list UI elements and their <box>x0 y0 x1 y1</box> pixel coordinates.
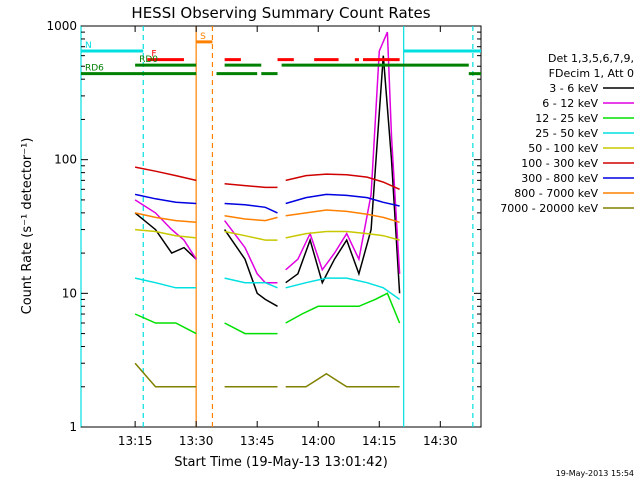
axes: 13:15 13:30 13:45 14:00 14:15 14:30 1 10 100 1000 <box>46 19 481 448</box>
x-axis-label: Start Time (19-May-13 13:01:42) <box>174 455 388 470</box>
series-line-800-7000-kev-segment-2 <box>285 209 400 224</box>
legend-label-3-6-kev: 3 - 6 keV <box>549 82 598 95</box>
y-axis-label: Count Rate (s⁻¹ detector⁻¹) <box>20 138 35 315</box>
annotation-bar-label-f: F <box>151 50 156 60</box>
legend-item-3-6-kev: 3 - 6 keV <box>549 82 634 95</box>
series-line-6-12-kev-segment-1 <box>224 220 278 284</box>
x-tick-label-14-15: 14:15 <box>362 434 397 448</box>
footer-date: 19-May-2013 15:54 <box>556 469 634 478</box>
plot-area <box>80 25 482 428</box>
legend: Det 1,3,5,6,7,9, FDecim 1, Att 0 3 - 6 k… <box>500 52 634 215</box>
legend-item-6-12-kev: 6 - 12 keV <box>542 97 634 110</box>
series-line-6-12-kev-segment-2 <box>285 31 401 274</box>
legend-item-300-800-kev: 300 - 800 keV <box>521 172 634 185</box>
legend-label-25-50-kev: 25 - 50 keV <box>535 127 598 140</box>
series-line-300-800-kev-segment-1 <box>224 202 278 214</box>
legend-label-50-100-kev: 50 - 100 keV <box>528 142 598 155</box>
annotation-bar-f: F <box>147 50 400 62</box>
legend-header-line-2: FDecim 1, Att 0 <box>549 67 634 80</box>
series-line-50-100-kev-segment-2 <box>285 230 400 241</box>
series-3-6-kev <box>134 55 401 307</box>
legend-item-800-7000-kev: 800 - 7000 keV <box>514 187 634 200</box>
legend-label-12-25-kev: 12 - 25 keV <box>535 112 598 125</box>
legend-label-7000-20000-kev: 7000 - 20000 keV <box>500 202 598 215</box>
y-tick-label-10: 10 <box>62 286 77 300</box>
annotation-bar-s: S <box>196 32 213 44</box>
legend-label-800-7000-kev: 800 - 7000 keV <box>514 187 598 200</box>
series-line-12-25-kev-segment-1 <box>224 322 278 335</box>
series-800-7000-kev <box>134 209 400 224</box>
y-tick-label-1000: 1000 <box>46 19 77 33</box>
series-line-3-6-kev-segment-2 <box>285 55 401 294</box>
legend-item-50-100-kev: 50 - 100 keV <box>528 142 634 155</box>
legend-label-300-800-kev: 300 - 800 keV <box>521 172 598 185</box>
series-line-50-100-kev-segment-1 <box>224 230 278 241</box>
annotation-bar-label-s: S <box>200 32 206 42</box>
series-100-300-kev <box>134 166 400 190</box>
series-300-800-kev <box>134 193 400 214</box>
series-line-12-25-kev-segment-0 <box>134 313 197 335</box>
series-line-800-7000-kev-segment-0 <box>134 212 197 224</box>
series-line-50-100-kev-segment-0 <box>135 228 197 239</box>
series-line-300-800-kev-segment-0 <box>134 193 197 205</box>
series-line-3-6-kev-segment-1 <box>223 229 278 307</box>
series-line-800-7000-kev-segment-1 <box>224 215 278 222</box>
x-tick-label-14-00: 14:00 <box>301 434 336 448</box>
time-markers <box>80 26 474 427</box>
series-line-12-25-kev-segment-2 <box>285 292 401 324</box>
series-line-100-300-kev-segment-1 <box>224 183 278 189</box>
series-line-100-300-kev-segment-0 <box>134 166 197 182</box>
series-line-25-50-kev-segment-2 <box>285 277 401 301</box>
x-tick-label-13-45: 13:45 <box>240 434 275 448</box>
series-line-3-6-kev-segment-0 <box>134 212 197 260</box>
legend-header-line-1: Det 1,3,5,6,7,9, <box>548 52 634 65</box>
series-line-300-800-kev-segment-2 <box>285 193 400 207</box>
series-50-100-kev <box>135 228 400 241</box>
legend-item-7000-20000-kev: 7000 - 20000 keV <box>500 202 634 215</box>
x-tick-label-13-15: 13:15 <box>118 434 153 448</box>
legend-label-100-300-kev: 100 - 300 keV <box>521 157 598 170</box>
annotation-bar-n: N <box>81 41 481 53</box>
annotation-bar-label-rd0: RD0 <box>139 55 158 65</box>
chart-title: HESSI Observing Summary Count Rates <box>131 4 430 22</box>
y-tick-label-1: 1 <box>69 420 77 434</box>
series-line-7000-20000-kev-segment-0 <box>134 362 197 388</box>
series-line-6-12-kev-segment-0 <box>134 199 197 260</box>
legend-item-12-25-kev: 12 - 25 keV <box>535 112 634 125</box>
series-layer <box>134 31 401 388</box>
y-tick-label-100: 100 <box>54 153 77 167</box>
series-line-7000-20000-kev-segment-2 <box>285 372 400 388</box>
series-line-100-300-kev-segment-2 <box>285 173 400 190</box>
series-line-25-50-kev-segment-0 <box>134 277 197 289</box>
annotation-bar-rd0: RD0 <box>135 55 469 67</box>
annotation-bar-rd6: RD6 <box>81 64 481 76</box>
series-12-25-kev <box>134 292 401 335</box>
x-tick-label-14-30: 14:30 <box>423 434 458 448</box>
series-6-12-kev <box>134 31 401 284</box>
legend-item-25-50-kev: 25 - 50 keV <box>535 127 634 140</box>
series-7000-20000-kev <box>134 362 400 388</box>
legend-item-100-300-kev: 100 - 300 keV <box>521 157 634 170</box>
annotation-bar-label-n: N <box>85 41 92 51</box>
series-line-25-50-kev-segment-1 <box>224 277 278 289</box>
legend-label-6-12-kev: 6 - 12 keV <box>542 97 598 110</box>
annotation-bar-label-rd6: RD6 <box>85 64 104 74</box>
series-25-50-kev <box>134 277 401 301</box>
x-tick-label-13-30: 13:30 <box>179 434 214 448</box>
plot-frame <box>80 25 482 428</box>
